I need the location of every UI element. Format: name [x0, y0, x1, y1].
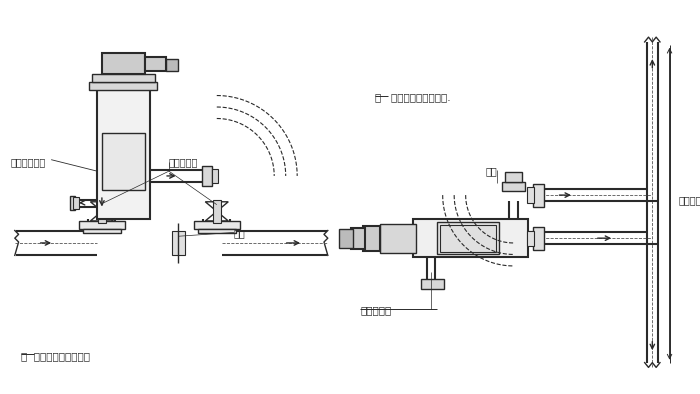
Bar [70, 196, 75, 210]
Bar [74, 197, 79, 210]
Text: 阀门: 阀门 [486, 166, 498, 177]
Bar [533, 184, 544, 206]
Bar [172, 230, 186, 255]
Bar [79, 221, 125, 229]
Bar [502, 182, 525, 191]
Bar [197, 229, 236, 233]
Bar [83, 229, 121, 233]
Text: 切断用阀门: 切断用阀门 [169, 157, 198, 167]
Bar [527, 188, 533, 203]
Bar [102, 54, 145, 74]
Bar [533, 227, 544, 250]
Bar [340, 229, 353, 248]
Bar [440, 225, 496, 251]
Text: 排污口向下: 排污口向下 [360, 305, 391, 315]
Bar [363, 226, 381, 251]
Bar [421, 279, 444, 289]
Text: 旁路: 旁路 [234, 229, 246, 239]
Bar [351, 228, 365, 249]
Bar [505, 172, 522, 182]
Bar [194, 221, 239, 229]
Bar [413, 219, 528, 257]
Bar [202, 166, 212, 186]
Bar [166, 59, 178, 71]
Text: 全自动过滤机: 全自动过滤机 [11, 157, 46, 167]
Bar [213, 200, 220, 223]
Bar [102, 133, 145, 190]
Bar [437, 222, 499, 255]
Bar [92, 74, 155, 82]
Bar [98, 200, 106, 223]
Text: 注   图中箭头为水流方向.: 注 图中箭头为水流方向. [374, 93, 450, 103]
Bar [145, 57, 166, 71]
Bar [90, 82, 158, 90]
Bar [212, 169, 218, 183]
Text: 注  图中箭头为水流方向: 注 图中箭头为水流方向 [20, 351, 90, 361]
Bar [379, 224, 416, 253]
Bar [527, 230, 533, 246]
Text: 竖直旁路: 竖直旁路 [678, 195, 700, 205]
Bar [97, 90, 150, 219]
